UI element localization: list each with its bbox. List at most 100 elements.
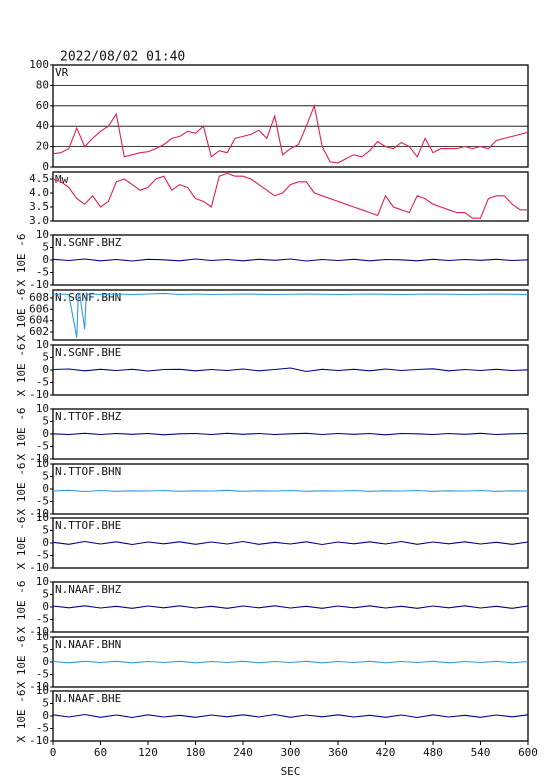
- data-line: [52, 660, 529, 664]
- y-axis-label: X 10E -6: [15, 234, 28, 287]
- y-tick-label: 0: [42, 482, 49, 495]
- data-line: [52, 103, 529, 164]
- data-line: [52, 258, 529, 262]
- x-tick-label: 420: [376, 746, 396, 759]
- y-tick-label: -10: [29, 625, 49, 638]
- y-tick-label: -5: [36, 266, 49, 279]
- y-tick-label: -10: [29, 388, 49, 401]
- panel-label: Mw: [55, 173, 69, 186]
- data-line: [52, 291, 529, 338]
- panel-label: N.TTOF.BHZ: [55, 410, 122, 423]
- y-tick-label: 5: [42, 697, 49, 710]
- y-tick-label: 5: [42, 588, 49, 601]
- y-tick-label: 10: [36, 228, 49, 241]
- y-tick-label: -10: [29, 507, 49, 520]
- y-tick-label: 5: [42, 241, 49, 254]
- y-tick-label: -10: [29, 452, 49, 465]
- panel-label: N.SGNF.BHZ: [55, 236, 122, 249]
- y-tick-label: 0: [42, 600, 49, 613]
- panel-label: N.NAAF.BHN: [55, 638, 121, 651]
- y-tick-label: 4.5: [29, 172, 49, 185]
- y-tick-label: 0: [42, 709, 49, 722]
- y-tick-label: -10: [29, 680, 49, 693]
- y-tick-label: 602: [29, 325, 49, 338]
- panel-label: VR: [55, 66, 69, 79]
- y-axis-label: X 10E -6: [15, 463, 28, 516]
- data-line: [52, 432, 529, 436]
- y-tick-label: 3.5: [29, 200, 49, 213]
- y-tick-label: 0: [42, 655, 49, 668]
- y-tick-label: 5: [42, 643, 49, 656]
- y-tick-label: 10: [36, 338, 49, 351]
- data-line: [52, 713, 529, 719]
- x-tick-label: 480: [423, 746, 443, 759]
- data-line: [52, 540, 529, 546]
- y-tick-label: -5: [36, 440, 49, 453]
- panel-label: N.NAAF.BHZ: [55, 583, 122, 596]
- x-tick-label: 180: [186, 746, 206, 759]
- y-tick-label: 40: [36, 119, 49, 132]
- x-tick-label: 360: [328, 746, 348, 759]
- panel-label: N.NAAF.BHE: [55, 692, 121, 705]
- y-tick-label: -5: [36, 549, 49, 562]
- panel-frame: [52, 171, 529, 222]
- y-tick-label: 604: [29, 314, 49, 327]
- y-tick-label: -5: [36, 722, 49, 735]
- data-line: [52, 489, 529, 493]
- panel-label: N.SGNF.BHN: [55, 291, 121, 304]
- y-tick-label: 0: [42, 363, 49, 376]
- y-tick-label: 606: [29, 302, 49, 315]
- y-tick-label: 608: [29, 291, 49, 304]
- panel-label: N.TTOF.BHE: [55, 519, 121, 532]
- y-axis-label: X 10E -6: [15, 690, 28, 743]
- y-tick-label: 80: [36, 78, 49, 91]
- panel-frame: [52, 64, 529, 168]
- data-line: [52, 367, 529, 373]
- x-tick-label: 120: [138, 746, 158, 759]
- x-tick-label: 600: [518, 746, 538, 759]
- y-tick-label: -10: [29, 734, 49, 747]
- panel-label: N.TTOF.BHN: [55, 465, 121, 478]
- y-tick-label: -5: [36, 668, 49, 681]
- y-tick-label: 20: [36, 140, 49, 153]
- y-tick-label: 10: [36, 457, 49, 470]
- y-tick-label: -5: [36, 376, 49, 389]
- data-line: [52, 172, 528, 219]
- x-tick-label: 240: [233, 746, 253, 759]
- panel-label: N.SGNF.BHE: [55, 346, 121, 359]
- y-tick-label: -5: [36, 495, 49, 508]
- y-tick-label: 60: [36, 99, 49, 112]
- y-tick-label: 3.0: [29, 214, 49, 227]
- y-axis-label: X 10E -6: [15, 344, 28, 397]
- y-axis-label: X 10E -6: [15, 636, 28, 689]
- x-tick-label: 60: [94, 746, 107, 759]
- panel-frame: [52, 463, 529, 515]
- y-tick-label: -5: [36, 613, 49, 626]
- x-tick-label: 0: [50, 746, 57, 759]
- y-tick-label: 4.0: [29, 186, 49, 199]
- x-tick-label: 540: [471, 746, 491, 759]
- y-tick-label: 5: [42, 524, 49, 537]
- y-axis-label: X 10E -6: [15, 408, 28, 461]
- chart-title: 2022/08/02 01:40: [60, 50, 185, 65]
- y-tick-label: 10: [36, 684, 49, 697]
- x-axis-label: SEC: [281, 765, 301, 778]
- y-tick-label: 10: [36, 575, 49, 588]
- y-tick-label: -10: [29, 278, 49, 291]
- y-tick-label: 0: [42, 253, 49, 266]
- y-axis-label: X 10E -6: [15, 289, 28, 342]
- panel-frame: [52, 289, 529, 341]
- y-tick-label: 10: [36, 511, 49, 524]
- x-tick-label: 300: [281, 746, 301, 759]
- y-axis-label: X 10E -6: [15, 517, 28, 570]
- y-tick-label: -10: [29, 561, 49, 574]
- y-tick-label: 10: [36, 630, 49, 643]
- y-axis-label: X 10E -6: [15, 581, 28, 634]
- y-tick-label: 5: [42, 351, 49, 364]
- data-line: [52, 605, 529, 609]
- y-tick-label: 100: [29, 58, 49, 71]
- y-tick-label: 0: [42, 160, 49, 173]
- y-tick-label: 0: [42, 427, 49, 440]
